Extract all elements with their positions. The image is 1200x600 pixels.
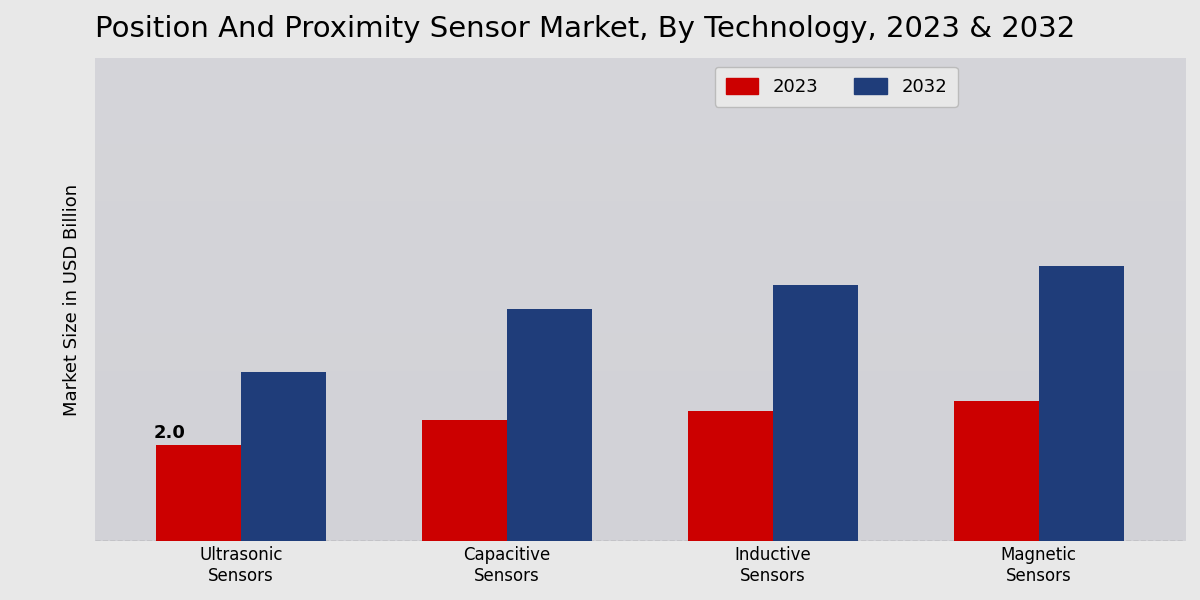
Bar	[422, 421, 508, 541]
Text: 2.0: 2.0	[154, 424, 185, 442]
Bar	[241, 372, 326, 541]
Text: Position And Proximity Sensor Market, By Technology, 2023 & 2032: Position And Proximity Sensor Market, By…	[95, 15, 1075, 43]
Y-axis label: Market Size in USD Billion: Market Size in USD Billion	[62, 184, 82, 416]
Bar	[1039, 266, 1124, 541]
Bar	[156, 445, 241, 541]
Bar	[954, 401, 1039, 541]
Legend: 2023, 2032: 2023, 2032	[715, 67, 958, 107]
Bar	[773, 285, 858, 541]
Bar	[688, 411, 773, 541]
Bar	[508, 309, 592, 541]
